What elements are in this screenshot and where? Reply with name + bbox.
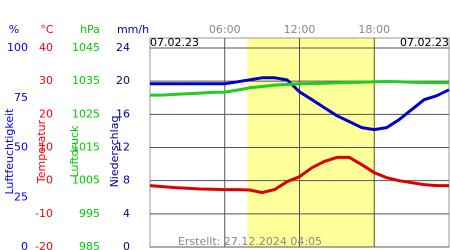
y-tick-label: 0 (21, 240, 28, 250)
axis-unit: mm/h (117, 23, 149, 36)
y-tick-label: 4 (123, 207, 130, 220)
axis-title: Niederschlag (108, 116, 121, 188)
date-label: 07.02.23 (150, 36, 199, 49)
y-tick-label: 100 (7, 41, 28, 54)
axis-unit: % (9, 23, 19, 36)
y-tick-label: 1045 (72, 41, 100, 54)
x-tick-label: 12:00 (284, 23, 316, 36)
axis-unit: °C (40, 23, 54, 36)
y-tick-label: 30 (39, 74, 53, 87)
y-tick-label: 985 (79, 240, 100, 250)
series-line (150, 80, 449, 97)
y-tick-label: 24 (116, 41, 130, 54)
y-tick-label: 1035 (72, 74, 100, 87)
y-tick-label: 16 (116, 107, 130, 120)
y-tick-label: 50 (14, 141, 28, 154)
y-tick-label: 20 (116, 74, 130, 87)
y-tick-label: 0 (123, 240, 130, 250)
axis-unit: hPa (80, 23, 100, 36)
y-tick-label: 20 (39, 107, 53, 120)
y-tick-label: 0 (46, 174, 53, 187)
y-tick-label: 995 (79, 207, 100, 220)
y-tick-label: 8 (123, 174, 130, 187)
x-tick-label: 06:00 (209, 23, 241, 36)
y-tick-label: 75 (14, 91, 28, 104)
y-tick-label: 40 (39, 41, 53, 54)
y-tick-label: 1025 (72, 107, 100, 120)
axis-title: Luftfeuchtigkeit (3, 108, 16, 195)
y-tick-label: 12 (116, 141, 130, 154)
series-line (149, 155, 449, 195)
series-line (150, 76, 450, 132)
footer: Erstellt: 27.12.2024 04:05 (178, 235, 322, 248)
x-tick-label: 18:00 (358, 23, 390, 36)
daylight-band (247, 38, 376, 247)
y-tick-label: 1005 (72, 174, 100, 187)
axis-title: Temperatur (35, 119, 48, 184)
axis-title: Luftdruck (68, 125, 81, 177)
y-tick-label: 1015 (72, 141, 100, 154)
y-tick-label: -20 (35, 240, 53, 250)
y-tick-label: 25 (14, 190, 28, 203)
y-tick-label: 10 (39, 141, 53, 154)
y-tick-label: -10 (35, 207, 53, 220)
date-label: 07.02.23 (400, 36, 449, 49)
